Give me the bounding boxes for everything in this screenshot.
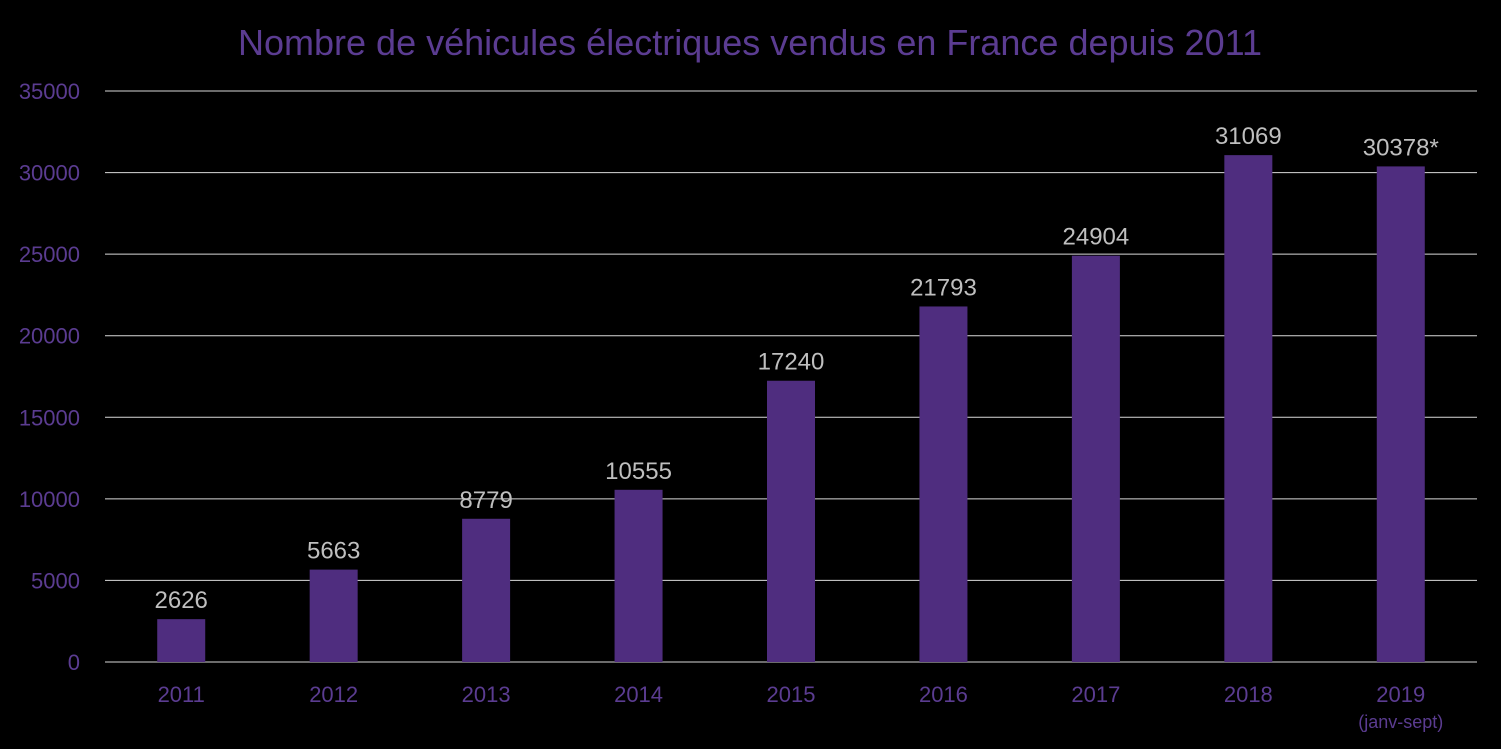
x-tick-label-2012: 2012	[309, 682, 358, 707]
data-label-2011: 2626	[155, 587, 208, 614]
data-labels: 2626 5663 8779 10555 17240 21793 24904 31069 303…	[155, 123, 1439, 614]
data-label-2016: 21793	[910, 274, 977, 301]
y-tick-label-20000: 20000	[19, 324, 80, 349]
bar-2013	[462, 518, 511, 662]
data-label-2013: 8779	[459, 487, 512, 514]
x-axis: 2011 2012 2013 2014 2015 2016 2017 2018 2019 (jan…	[158, 682, 1444, 732]
x-tick-label-2016: 2016	[919, 682, 968, 707]
y-tick-label-30000: 30000	[19, 161, 80, 186]
bar-2012	[309, 569, 358, 662]
y-tick-label-25000: 25000	[19, 242, 80, 267]
y-tick-label-5000: 5000	[31, 568, 80, 593]
x-tick-label-2018: 2018	[1224, 682, 1273, 707]
data-label-2017: 24904	[1063, 224, 1130, 251]
bar-2011	[157, 619, 206, 662]
data-label-2019: 30378*	[1363, 134, 1439, 161]
y-tick-label-0: 0	[68, 650, 80, 675]
x-tick-label-2017: 2017	[1071, 682, 1120, 707]
x-tick-label-2011: 2011	[158, 682, 205, 707]
y-tick-label-10000: 10000	[19, 487, 80, 512]
bar-2015	[767, 380, 815, 662]
data-label-2018: 31069	[1215, 123, 1282, 150]
data-label-2015: 17240	[758, 349, 825, 376]
x-tick-label-2013: 2013	[462, 682, 511, 707]
bar-2017	[1071, 255, 1120, 662]
bars	[157, 155, 1425, 662]
x-tick-label-2014: 2014	[614, 682, 663, 707]
x-tick-label-2015: 2015	[767, 682, 816, 707]
y-tick-label-35000: 35000	[19, 79, 80, 104]
chart-title: Nombre de véhicules électriques vendus e…	[238, 22, 1262, 63]
bar-2014	[614, 489, 663, 662]
bar-2016	[919, 306, 968, 662]
bar-2018	[1224, 155, 1273, 662]
y-tick-label-15000: 15000	[19, 405, 80, 430]
y-axis: 0 5000 10000 15000 20000 25000 30000 35000	[19, 79, 80, 675]
x-tick-sublabel-2019: (janv-sept)	[1358, 712, 1443, 732]
data-label-2014: 10555	[605, 458, 672, 485]
data-label-2012: 5663	[307, 538, 360, 565]
x-tick-label-2019: 2019	[1376, 682, 1425, 707]
bar-2019	[1376, 166, 1425, 662]
